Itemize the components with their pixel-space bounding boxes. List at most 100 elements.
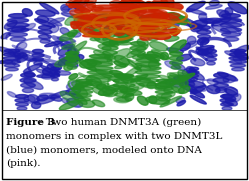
Ellipse shape: [58, 47, 71, 56]
Ellipse shape: [39, 26, 51, 30]
Ellipse shape: [148, 60, 159, 69]
Ellipse shape: [147, 52, 164, 58]
Ellipse shape: [17, 42, 27, 50]
Ellipse shape: [79, 21, 88, 29]
Ellipse shape: [40, 65, 60, 76]
Ellipse shape: [122, 29, 141, 43]
Ellipse shape: [20, 78, 36, 83]
Ellipse shape: [139, 24, 151, 31]
Ellipse shape: [80, 14, 92, 23]
Ellipse shape: [181, 41, 198, 49]
Ellipse shape: [130, 8, 146, 15]
Ellipse shape: [88, 58, 112, 62]
Ellipse shape: [4, 64, 20, 67]
Ellipse shape: [153, 26, 167, 30]
Ellipse shape: [155, 90, 173, 94]
Ellipse shape: [118, 33, 131, 41]
Ellipse shape: [66, 61, 78, 65]
Ellipse shape: [139, 83, 157, 86]
Ellipse shape: [147, 27, 159, 30]
Ellipse shape: [99, 85, 120, 95]
Ellipse shape: [81, 26, 95, 30]
Ellipse shape: [90, 12, 120, 16]
Ellipse shape: [114, 33, 134, 37]
Text: (pink).: (pink).: [6, 159, 41, 168]
Text: : Two human DNMT3A (green): : Two human DNMT3A (green): [39, 118, 201, 127]
Ellipse shape: [154, 16, 167, 19]
Ellipse shape: [75, 5, 95, 13]
Ellipse shape: [51, 67, 60, 70]
Ellipse shape: [123, 1, 133, 6]
Ellipse shape: [118, 22, 124, 25]
Ellipse shape: [135, 70, 161, 74]
Ellipse shape: [61, 43, 73, 48]
Ellipse shape: [114, 13, 134, 15]
Ellipse shape: [212, 18, 231, 26]
Ellipse shape: [67, 30, 77, 37]
Ellipse shape: [7, 23, 29, 27]
Ellipse shape: [148, 9, 167, 14]
Ellipse shape: [146, 17, 160, 25]
Ellipse shape: [66, 54, 76, 62]
Ellipse shape: [189, 67, 198, 70]
Ellipse shape: [87, 62, 113, 66]
Ellipse shape: [0, 60, 13, 64]
Ellipse shape: [60, 91, 78, 103]
Ellipse shape: [223, 75, 236, 83]
Ellipse shape: [66, 0, 82, 6]
Ellipse shape: [55, 71, 71, 75]
Ellipse shape: [49, 95, 62, 101]
Ellipse shape: [76, 79, 92, 83]
Ellipse shape: [120, 12, 139, 22]
Ellipse shape: [32, 53, 44, 57]
Ellipse shape: [170, 29, 180, 35]
Ellipse shape: [47, 64, 62, 70]
Ellipse shape: [67, 41, 87, 56]
Ellipse shape: [200, 18, 220, 23]
Ellipse shape: [169, 56, 183, 60]
Ellipse shape: [50, 71, 60, 74]
Ellipse shape: [114, 79, 134, 83]
Ellipse shape: [161, 92, 175, 98]
Text: (blue) monomers, modeled onto DNA: (blue) monomers, modeled onto DNA: [6, 146, 202, 155]
Ellipse shape: [74, 15, 92, 19]
Ellipse shape: [69, 3, 86, 10]
Ellipse shape: [207, 61, 215, 65]
Ellipse shape: [39, 35, 51, 39]
Ellipse shape: [142, 20, 160, 25]
Ellipse shape: [16, 94, 28, 98]
Ellipse shape: [125, 93, 134, 101]
Ellipse shape: [110, 70, 123, 76]
Ellipse shape: [87, 70, 113, 74]
Ellipse shape: [115, 29, 133, 33]
Text: monomers in complex with two DNMT3L: monomers in complex with two DNMT3L: [6, 132, 222, 141]
Ellipse shape: [125, 25, 138, 30]
Ellipse shape: [110, 0, 121, 6]
Ellipse shape: [23, 64, 42, 73]
Ellipse shape: [110, 7, 138, 9]
Ellipse shape: [128, 60, 141, 71]
Ellipse shape: [6, 68, 18, 71]
Ellipse shape: [130, 24, 150, 29]
Ellipse shape: [71, 81, 92, 90]
Ellipse shape: [178, 75, 195, 86]
Ellipse shape: [58, 57, 74, 65]
Ellipse shape: [104, 55, 116, 59]
Ellipse shape: [135, 62, 161, 66]
Ellipse shape: [103, 26, 125, 40]
Ellipse shape: [114, 97, 129, 103]
Ellipse shape: [187, 70, 204, 80]
Ellipse shape: [199, 39, 209, 43]
Ellipse shape: [17, 55, 28, 62]
Ellipse shape: [160, 52, 169, 60]
Ellipse shape: [141, 33, 154, 41]
Ellipse shape: [172, 73, 195, 84]
Ellipse shape: [170, 52, 182, 56]
Ellipse shape: [79, 14, 97, 18]
Ellipse shape: [88, 31, 102, 34]
Ellipse shape: [131, 51, 145, 55]
Ellipse shape: [147, 34, 159, 37]
Ellipse shape: [115, 37, 133, 41]
Ellipse shape: [79, 60, 97, 68]
Ellipse shape: [78, 98, 90, 101]
